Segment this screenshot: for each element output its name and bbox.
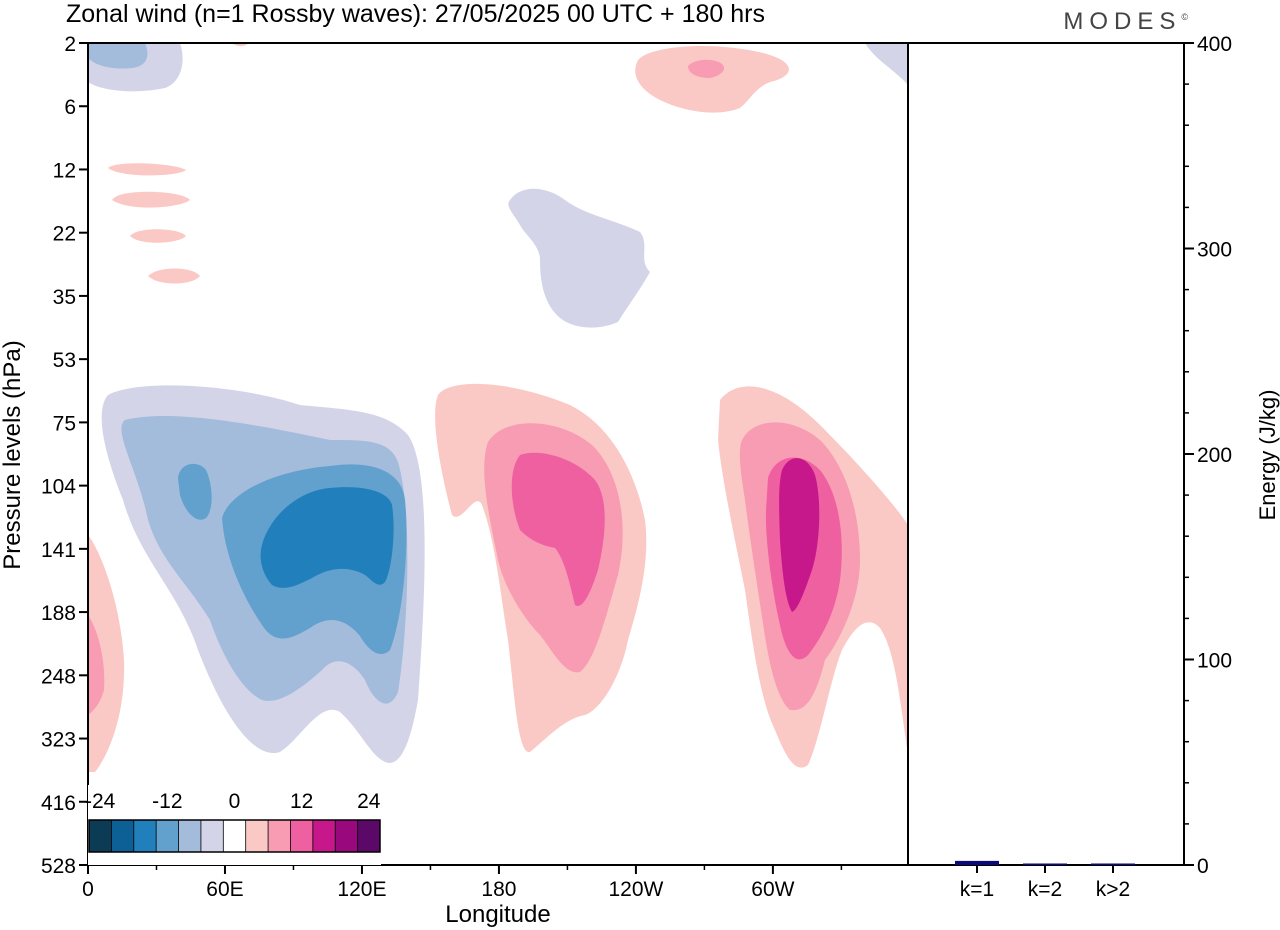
y-tick-label: 53	[53, 349, 76, 372]
colorbar-cell	[110, 820, 135, 852]
contour-streak-1	[108, 163, 186, 176]
y-tick-label: 104	[41, 476, 76, 499]
x-axis-label: Longitude	[445, 901, 550, 928]
contour-top-neg-8	[88, 43, 148, 69]
colorbar-cell	[334, 820, 359, 852]
contour-corner-neg	[865, 43, 908, 85]
colorbar-cell	[89, 820, 113, 852]
contour-streak-4	[148, 268, 200, 284]
brand-text: MODES	[1063, 8, 1182, 35]
energy-bar	[1091, 863, 1135, 865]
colorbar: -24 -12 0 12 24	[85, 785, 381, 865]
contour-edge-pos-8	[88, 615, 105, 715]
colorbar-tick-label: 0	[229, 790, 241, 813]
energy-bar	[955, 860, 999, 865]
y-tick-label: 75	[53, 412, 76, 435]
contour-pos-16-b	[779, 458, 820, 612]
energy-category-label: k>2	[1096, 878, 1130, 901]
colorbar-cell	[222, 820, 247, 852]
brand-mark: ©	[1181, 12, 1188, 22]
y-axis-label: Pressure levels (hPa)	[0, 340, 26, 569]
y-tick-label: 12	[53, 159, 76, 182]
y-tick-label: 323	[41, 729, 76, 752]
energy-category-label: k=2	[1028, 878, 1062, 901]
x-tick-label: 60E	[206, 878, 243, 901]
energy-axis: 0 100 200 300 400	[1184, 33, 1232, 878]
x-tick-label: 120E	[337, 878, 386, 901]
contour-streak-3	[130, 229, 186, 243]
colorbar-tick-label: -24	[85, 790, 116, 813]
colorbar-tick-label: 24	[357, 790, 381, 813]
y-tick-label: 528	[41, 855, 76, 878]
energy-category-labels: k=1 k=2 k>2	[960, 865, 1130, 901]
energy-tick-label: 300	[1197, 239, 1232, 262]
contour-streak-2	[112, 191, 190, 208]
y-axis-ticks: 2 6 12 22 35 53 75 104 141 188 248 323 416 528	[41, 33, 88, 878]
colorbar-cell	[178, 820, 202, 852]
energy-bars	[955, 860, 1135, 865]
y-tick-label: 22	[53, 223, 76, 246]
x-axis-ticks: 0 60E 120E 180 120W 60W	[82, 865, 843, 901]
contour-pos-12-a	[511, 452, 605, 606]
colorbar-frame	[88, 819, 381, 853]
y-tick-label: 141	[41, 539, 76, 562]
colorbar-cell	[267, 820, 292, 852]
energy-bar	[1023, 863, 1067, 865]
contour-upper-neg	[508, 188, 650, 328]
y-tick-label: 6	[64, 96, 76, 119]
x-tick-label: 180	[481, 878, 516, 901]
y-tick-label: 35	[53, 286, 76, 309]
colorbar-cell	[133, 820, 158, 852]
y-tick-label: 2	[64, 33, 76, 56]
colorbar-cell	[357, 820, 380, 852]
colorbar-cell	[290, 820, 314, 852]
colorbar-cell	[200, 820, 225, 852]
energy-axis-label: Energy (J/kg)	[1255, 390, 1280, 521]
y-tick-label: 248	[41, 665, 76, 688]
y-tick-label: 188	[41, 602, 76, 625]
x-tick-label: 60W	[751, 878, 794, 901]
energy-tick-label: 0	[1197, 855, 1209, 878]
energy-plot-frame	[907, 42, 1185, 866]
energy-tick-label: 200	[1197, 444, 1232, 467]
energy-tick-label: 400	[1197, 33, 1232, 56]
colorbar-cell	[312, 820, 337, 852]
contour-neg-16	[260, 487, 394, 588]
colorbar-cell	[245, 820, 269, 852]
contour-top-pos-8	[688, 59, 725, 78]
contour-edge-pos-4	[88, 535, 125, 772]
contour-field	[88, 43, 908, 865]
contour-top-pos-4	[635, 45, 789, 113]
energy-category-label: k=1	[960, 878, 994, 901]
contour-neg-12-small	[178, 463, 212, 520]
brand-logo: MODES©	[1063, 8, 1188, 36]
x-tick-label: 0	[82, 878, 94, 901]
x-tick-label: 120W	[608, 878, 663, 901]
energy-tick-label: 100	[1197, 650, 1232, 673]
colorbar-tick-label: 12	[290, 790, 313, 813]
colorbar-cell	[155, 820, 180, 852]
colorbar-tick-label: -12	[152, 790, 182, 813]
chart-title: Zonal wind (n=1 Rossby waves): 27/05/202…	[66, 0, 765, 28]
y-tick-label: 416	[41, 792, 76, 815]
